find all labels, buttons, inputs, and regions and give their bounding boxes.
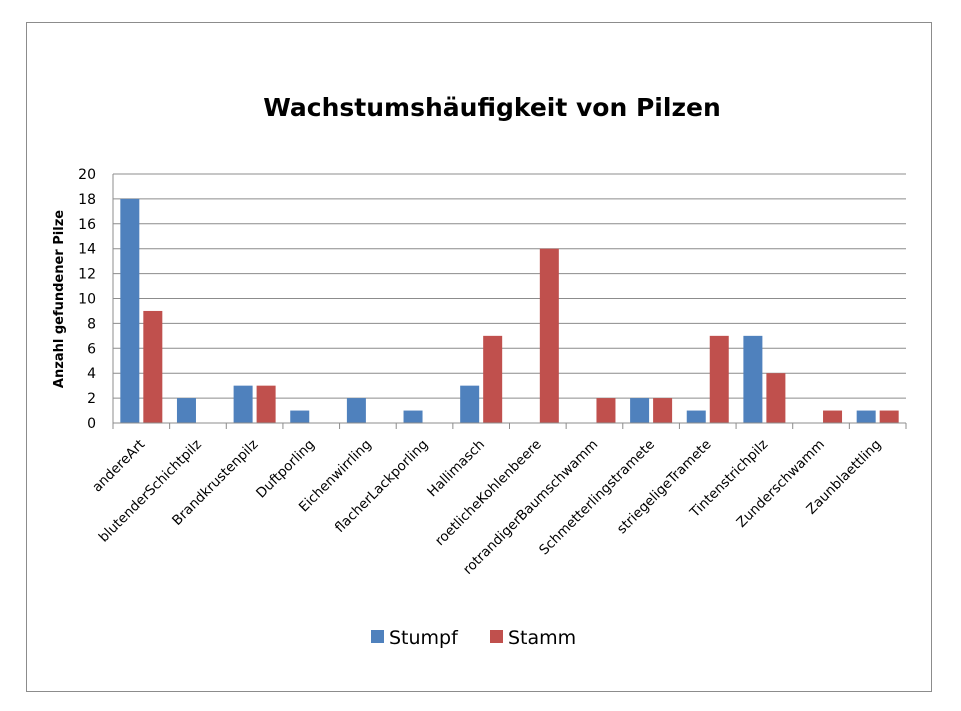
bars	[120, 198, 899, 423]
y-axis-label: Anzahl gefundener Pilze	[52, 210, 67, 388]
bar-stamm	[879, 410, 899, 423]
y-tick-label: 20	[78, 167, 96, 183]
bar-stamm	[823, 410, 843, 423]
x-tick-labels: andereArtblutenderSchichtpilzBrandkruste…	[89, 437, 884, 578]
x-tick-label: flacherLackporling	[332, 437, 431, 536]
axes	[112, 174, 907, 429]
legend-label-stumpf: Stumpf	[389, 627, 459, 649]
x-tick-label: blutenderSchichtpilz	[96, 437, 205, 546]
bar-stumpf	[743, 335, 763, 423]
x-tick-label: striegeligeTramete	[614, 437, 715, 538]
y-tick-label: 16	[78, 217, 96, 233]
legend-swatch-stamm	[490, 630, 503, 643]
bar-stamm	[256, 385, 276, 423]
chart-frame	[26, 22, 932, 692]
bar-stumpf	[290, 410, 310, 423]
y-tick-label: 6	[87, 341, 96, 357]
y-tick-label: 10	[78, 292, 96, 308]
y-tick-labels: 0 2 4 6 8 10 12 14 16 18 20	[78, 167, 96, 432]
bar-stumpf	[120, 198, 140, 423]
bar-stumpf	[630, 398, 650, 423]
legend-label-stamm: Stamm	[508, 627, 576, 649]
y-tick-label: 12	[78, 267, 96, 283]
legend: Stumpf Stamm	[371, 627, 576, 649]
gridlines	[113, 173, 906, 399]
bar-stamm	[483, 335, 503, 423]
bar-stumpf	[856, 410, 876, 423]
bar-stumpf	[460, 385, 480, 423]
bar-stamm	[709, 335, 729, 423]
bar-stumpf	[346, 398, 366, 423]
bar-stamm	[596, 398, 616, 423]
bar-stamm	[539, 248, 559, 423]
legend-swatch-stumpf	[371, 630, 384, 643]
bar-stamm	[653, 398, 673, 423]
bar-stumpf	[403, 410, 423, 423]
bar-stumpf	[686, 410, 706, 423]
x-tick-label: andereArt	[89, 437, 148, 496]
x-tick-label: roetlicheKohlenbeere	[432, 437, 545, 550]
y-tick-label: 4	[87, 366, 96, 382]
x-tick-label: Schmetterlingstramete	[536, 437, 658, 559]
bar-stumpf	[176, 398, 196, 423]
y-tick-label: 14	[78, 242, 96, 258]
y-tick-label: 0	[87, 416, 96, 432]
bar-stumpf	[233, 385, 253, 423]
bar-stamm	[143, 310, 163, 423]
y-tick-label: 8	[87, 316, 96, 332]
y-tick-label: 2	[87, 391, 96, 407]
chart-title: Wachstumshäufigkeit von Pilzen	[263, 93, 721, 122]
bar-stamm	[766, 373, 786, 423]
y-tick-label: 18	[78, 192, 96, 208]
